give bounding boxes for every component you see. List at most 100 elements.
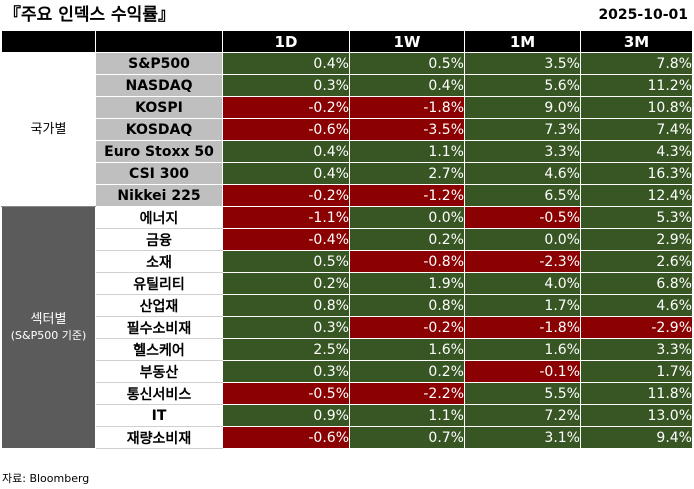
value-cell-1m: -2.3% (464, 250, 581, 273)
value-cell-1w: -0.2% (349, 316, 465, 339)
table-row: 금융 -0.4% 0.2% 0.0% 2.9% (2, 228, 693, 251)
table-row: KOSPI -0.2% -1.8% 9.0% 10.8% (2, 96, 693, 119)
value-cell-3m: 2.9% (580, 228, 693, 251)
table-row: 부동산 0.3% 0.2% -0.1% 1.7% (2, 360, 693, 383)
row-name: Euro Stoxx 50 (95, 140, 223, 163)
value-cell-3m: 7.4% (580, 118, 693, 141)
value-cell-3m: 10.8% (580, 96, 693, 119)
value-cell-3m: 4.3% (580, 140, 693, 163)
value-cell-1m: 1.7% (464, 294, 581, 317)
value-cell-1w: -2.2% (349, 382, 465, 405)
value-cell-3m: 9.4% (580, 426, 693, 449)
row-name: KOSDAQ (95, 118, 223, 141)
value-cell-1m: 3.3% (464, 140, 581, 163)
value-cell-1d: -1.1% (222, 206, 350, 229)
header-blank (1, 30, 96, 53)
header-blank (95, 30, 223, 53)
table-body: 국가별 S&P500 0.4% 0.5% 3.5% 7.8% NASDAQ 0.3% 0.4% 5… (1, 52, 693, 449)
value-cell-1d: 0.9% (222, 404, 350, 427)
value-cell-1w: 0.2% (349, 360, 465, 383)
value-cell-1m: 3.1% (464, 426, 581, 449)
value-cell-1w: 0.4% (349, 74, 465, 97)
value-cell-3m: 7.8% (580, 52, 693, 75)
value-cell-1m: 4.6% (464, 162, 581, 185)
value-cell-1w: 0.2% (349, 228, 465, 251)
table-row: 섹터별 (S&P500 기준) 에너지 -1.1% 0.0% -0.5% 5.3% (1, 206, 693, 449)
value-cell-1d: 2.5% (222, 338, 350, 361)
row-name: KOSPI (95, 96, 223, 119)
column-header-1d: 1D (222, 30, 350, 53)
value-cell-3m: 11.2% (580, 74, 693, 97)
value-cell-1w: 0.0% (349, 206, 465, 229)
sector-group-label: 섹터별 (S&P500 기준) (1, 206, 96, 449)
header-row: 1D 1W 1M 3M (1, 30, 693, 53)
country-group-label: 국가별 (1, 52, 96, 207)
value-cell-1m: -0.5% (464, 206, 581, 229)
value-cell-1d: 0.4% (222, 140, 350, 163)
value-cell-1m: -0.1% (464, 360, 581, 383)
value-cell-1w: -1.8% (349, 96, 465, 119)
row-name: 금융 (95, 228, 223, 251)
value-cell-3m: 4.6% (580, 294, 693, 317)
value-cell-1d: 0.3% (222, 74, 350, 97)
value-cell-3m: 3.3% (580, 338, 693, 361)
value-cell-1w: -3.5% (349, 118, 465, 141)
returns-table: 1D 1W 1M 3M 국가별 S&P500 0.4% 0.5% 3.5% 7.8% NAS… (1, 30, 693, 449)
table-row: 유틸리티 0.2% 1.9% 4.0% 6.8% (2, 272, 693, 295)
row-name: 필수소비재 (95, 316, 223, 339)
value-cell-1m: 4.0% (464, 272, 581, 295)
value-cell-3m: 12.4% (580, 184, 693, 207)
value-cell-1d: 0.3% (222, 360, 350, 383)
table-row: NASDAQ 0.3% 0.4% 5.6% 11.2% (2, 74, 693, 97)
value-cell-1d: 0.5% (222, 250, 350, 273)
table-row: KOSDAQ -0.6% -3.5% 7.3% 7.4% (2, 118, 693, 141)
value-cell-3m: -2.9% (580, 316, 693, 339)
value-cell-1m: 1.6% (464, 338, 581, 361)
column-header-1m: 1M (464, 30, 581, 53)
value-cell-1w: 1.1% (349, 404, 465, 427)
value-cell-3m: 11.8% (580, 382, 693, 405)
value-cell-1m: 5.6% (464, 74, 581, 97)
group-label: 국가별 (30, 121, 67, 137)
value-cell-1d: 0.4% (222, 162, 350, 185)
value-cell-1w: 1.1% (349, 140, 465, 163)
source-note: 자료: Bloomberg (2, 472, 90, 485)
row-name: 재량소비재 (95, 426, 223, 449)
value-cell-1m: -1.8% (464, 316, 581, 339)
value-cell-1d: -0.6% (222, 426, 350, 449)
value-cell-3m: 5.3% (580, 206, 693, 229)
table-row: Euro Stoxx 50 0.4% 1.1% 3.3% 4.3% (2, 140, 693, 163)
value-cell-1m: 7.3% (464, 118, 581, 141)
value-cell-1m: 0.0% (464, 228, 581, 251)
value-cell-1m: 3.5% (464, 52, 581, 75)
table-row: 필수소비재 0.3% -0.2% -1.8% -2.9% (2, 316, 693, 339)
value-cell-3m: 13.0% (580, 404, 693, 427)
table-row: 헬스케어 2.5% 1.6% 1.6% 3.3% (2, 338, 693, 361)
group-sublabel: (S&P500 기준) (10, 328, 87, 342)
value-cell-1w: 1.6% (349, 338, 465, 361)
row-name: S&P500 (95, 52, 223, 75)
value-cell-1w: 2.7% (349, 162, 465, 185)
row-name: NASDAQ (95, 74, 223, 97)
value-cell-3m: 16.3% (580, 162, 693, 185)
table-row: Nikkei 225 -0.2% -1.2% 6.5% 12.4% (2, 184, 693, 207)
row-name: 헬스케어 (95, 338, 223, 361)
value-cell-3m: 6.8% (580, 272, 693, 295)
table-row: 소재 0.5% -0.8% -2.3% 2.6% (2, 250, 693, 273)
table-row: 재량소비재 -0.6% 0.7% 3.1% 9.4% (2, 426, 693, 449)
column-header-3m: 3M (580, 30, 693, 53)
value-cell-3m: 1.7% (580, 360, 693, 383)
value-cell-1w: 0.8% (349, 294, 465, 317)
table-row: CSI 300 0.4% 2.7% 4.6% 16.3% (2, 162, 693, 185)
value-cell-1m: 7.2% (464, 404, 581, 427)
value-cell-1m: 9.0% (464, 96, 581, 119)
table-row: 산업재 0.8% 0.8% 1.7% 4.6% (2, 294, 693, 317)
report-date: 2025-10-01 (598, 7, 688, 23)
row-name: 산업재 (95, 294, 223, 317)
value-cell-1d: 0.3% (222, 316, 350, 339)
value-cell-1d: -0.6% (222, 118, 350, 141)
value-cell-1d: -0.5% (222, 382, 350, 405)
group-label: 섹터별 (30, 311, 67, 327)
table-row: 통신서비스 -0.5% -2.2% 5.5% 11.8% (2, 382, 693, 405)
value-cell-1m: 6.5% (464, 184, 581, 207)
